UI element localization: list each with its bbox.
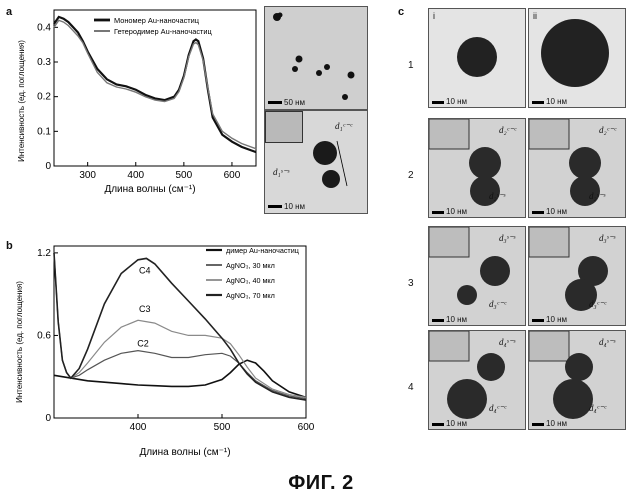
chart-a-xtick-label: 400 — [127, 170, 144, 181]
scale-bar-label: 10 нм — [446, 419, 467, 428]
figure-caption: ФИГ. 2 — [0, 472, 642, 495]
measurement-label: d₄ˢ⁻ˢ — [499, 337, 515, 348]
tem-tile-row2-i: d₂ᶜ⁻ᶜ d₂ˢ⁻ˢ 10 нм — [428, 118, 526, 218]
measurement-label: d₃ᶜ⁻ᶜ — [589, 299, 606, 310]
scale-bar-label: 10 нм — [446, 207, 467, 216]
tem-a-top-particles — [265, 7, 367, 109]
chart-a-series-2-line — [54, 20, 256, 148]
scale-bar — [532, 211, 544, 214]
scale-bar-label: 10 нм — [546, 315, 567, 324]
scale-bar — [432, 211, 444, 214]
chart-b-curve-label: C4 — [139, 266, 151, 276]
scale-bar — [532, 101, 544, 104]
measurement-label: d₄ᶜ⁻ᶜ — [489, 403, 506, 414]
measurement-label: d₃ˢ⁻ˢ — [599, 233, 615, 244]
chart-b-frame — [54, 246, 306, 418]
chart-b-legend-label: димер Au-наночастиц — [226, 246, 299, 255]
panel-c-row-number: 4 — [408, 382, 414, 393]
scale-bar — [532, 423, 544, 426]
chart-a-ytick-label: 0.2 — [37, 92, 51, 103]
scale-bar — [532, 319, 544, 322]
chart-b-curve-label: C3 — [139, 304, 151, 314]
chart-a-ytick-label: 0.1 — [37, 126, 51, 137]
panel-c: 1 i 10 нм ii 10 нм 2 d₂ᶜ⁻ᶜ d₂ˢ⁻ˢ 10 нм d₂ᶜ⁻ᶜ d₂ˢ⁻ˢ… — [400, 6, 638, 442]
chart-a-ylabel: Интенсивность (ед. поглощения) — [17, 40, 26, 162]
chart-b-ytick-label: 0.6 — [37, 330, 51, 341]
chart-a-ytick-label: 0.4 — [37, 22, 51, 33]
scale-bar-label: 10 нм — [546, 419, 567, 428]
tem-image-a-top: 50 нм — [264, 6, 368, 110]
measurement-label: d₃ᶜ⁻ᶜ — [489, 299, 506, 310]
scale-bar-label: 50 нм — [284, 98, 305, 107]
chart-b: Интенсивность (ед. поглощения) Длина вол… — [10, 242, 320, 458]
scale-bar-label: 10 нм — [546, 207, 567, 216]
inset — [265, 111, 303, 143]
panel-c-row-number: 2 — [408, 170, 414, 181]
panel-c-column-label: i — [433, 11, 435, 21]
chart-a-ytick-label: 0.3 — [37, 57, 51, 68]
chart-b-curve-label: C2 — [137, 338, 149, 348]
chart-b-ytick-label: 1.2 — [37, 248, 51, 259]
chart-a: Интенсивность (ед. поглощения) Длина вол… — [10, 6, 260, 196]
tem-particles — [529, 9, 625, 107]
chart-b-xtick-label: 600 — [298, 422, 315, 433]
chart-b-xtick-label: 400 — [130, 422, 147, 433]
scale-bar-label: 10 нм — [284, 202, 305, 211]
panel-c-column-label: ii — [533, 11, 537, 21]
measurement-label: d₂ˢ⁻ˢ — [489, 191, 505, 202]
measurement-label: d₃ˢ⁻ˢ — [499, 233, 515, 244]
scale-bar — [268, 101, 282, 104]
measurement-label: d₂ˢ⁻ˢ — [589, 191, 605, 202]
chart-a-xlabel: Длина волны (см⁻¹) — [104, 184, 195, 195]
scale-bar — [432, 319, 444, 322]
scale-bar-label: 10 нм — [446, 97, 467, 106]
tem-tile-row4-i: d₄ˢ⁻ˢ d₄ᶜ⁻ᶜ 10 нм — [428, 330, 526, 430]
scale-bar — [432, 101, 444, 104]
label-d1-ss: d₁ˢ⁻ˢ — [273, 167, 289, 178]
measurement-label: d₄ᶜ⁻ᶜ — [589, 403, 606, 414]
label-d1-cc: d₁ᶜ⁻ᶜ — [335, 121, 352, 132]
tem-tile-row3-ii: d₃ˢ⁻ˢ d₃ᶜ⁻ᶜ 10 нм — [528, 226, 626, 326]
chart-a-xtick-label: 500 — [176, 170, 193, 181]
tem-tile-row3-i: d₃ˢ⁻ˢ d₃ᶜ⁻ᶜ 10 нм — [428, 226, 526, 326]
scale-bar-label: 10 нм — [546, 97, 567, 106]
chart-b-xlabel: Длина волны (см⁻¹) — [139, 447, 230, 458]
panel-c-row-number: 3 — [408, 278, 414, 289]
chart-a-legend-label: Гетеродимер Au-наночастиц — [114, 27, 213, 36]
chart-b-xtick-label: 500 — [214, 422, 231, 433]
tem-particles — [429, 9, 525, 107]
chart-b-legend-label: AgNO₃, 30 мкл — [226, 261, 275, 270]
chart-a-xtick-label: 600 — [224, 170, 241, 181]
panel-c-row-number: 1 — [408, 60, 414, 71]
tem-tile-row4-ii: d₄ˢ⁻ˢ d₄ᶜ⁻ᶜ 10 нм — [528, 330, 626, 430]
measurement-label: d₂ᶜ⁻ᶜ — [499, 125, 516, 136]
measurement-label: d₂ᶜ⁻ᶜ — [599, 125, 616, 136]
chart-a-series-1-line — [54, 17, 256, 152]
scale-bar — [432, 423, 444, 426]
tem-image-a-bottom: d₁ᶜ⁻ᶜ d₁ˢ⁻ˢ 10 нм — [264, 110, 368, 214]
tem-tile-row1-ii: ii 10 нм — [528, 8, 626, 108]
scale-bar-label: 10 нм — [446, 315, 467, 324]
chart-b-series-4-line — [54, 253, 306, 400]
chart-a-ytick-label: 0 — [45, 161, 51, 172]
scale-bar — [268, 205, 282, 208]
tem-tile-row2-ii: d₂ᶜ⁻ᶜ d₂ˢ⁻ˢ 10 нм — [528, 118, 626, 218]
tem-tile-row1-i: i 10 нм — [428, 8, 526, 108]
chart-a-legend-label: Мономер Au-наночастиц — [114, 16, 200, 25]
chart-b-ylabel: Интенсивность (ед. поглощения) — [15, 281, 24, 403]
chart-a-xtick-label: 300 — [79, 170, 96, 181]
chart-b-legend-label: AgNO₃, 40 мкл — [226, 276, 275, 285]
chart-b-series-1-line — [54, 360, 306, 397]
chart-b-ytick-label: 0 — [45, 413, 51, 424]
chart-b-legend-label: AgNO₃, 70 мкл — [226, 291, 275, 300]
measurement-label: d₄ˢ⁻ˢ — [599, 337, 615, 348]
